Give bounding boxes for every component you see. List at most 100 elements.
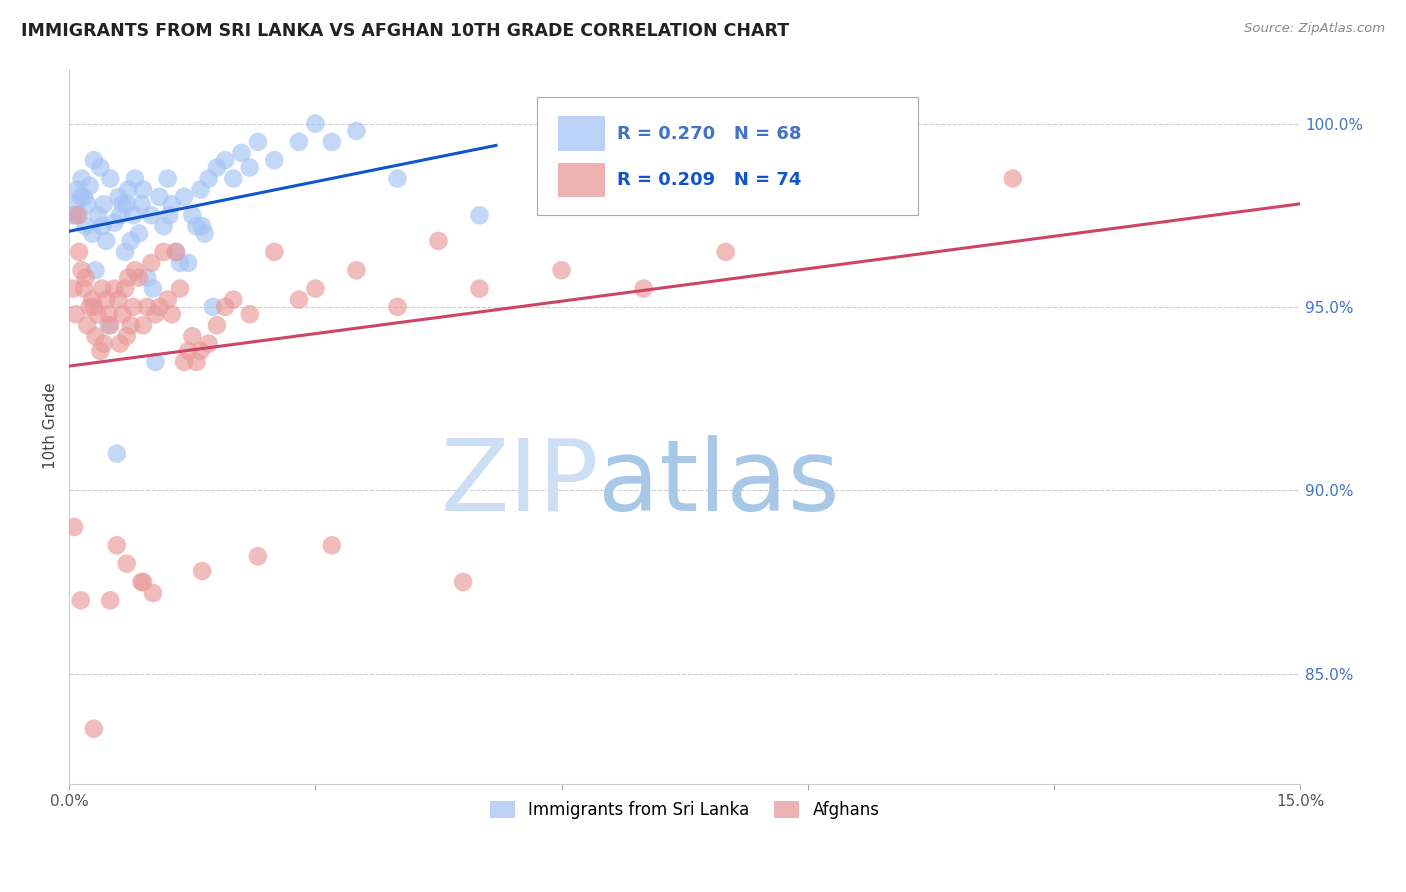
- Point: [103, 216, 125, 230]
- Point: [186, 355, 208, 369]
- Point: [96, 293, 118, 307]
- Point: [108, 336, 131, 351]
- Point: [156, 293, 179, 307]
- Point: [84, 263, 107, 277]
- Point: [191, 219, 214, 234]
- Point: [165, 244, 187, 259]
- Point: [152, 244, 174, 259]
- Text: atlas: atlas: [599, 434, 841, 532]
- Point: [67, 244, 90, 259]
- Point: [87, 307, 110, 321]
- Point: [344, 263, 367, 277]
- Point: [141, 256, 163, 270]
- Point: [136, 270, 159, 285]
- Point: [114, 282, 136, 296]
- Point: [190, 343, 212, 358]
- Point: [205, 318, 228, 333]
- Point: [160, 197, 183, 211]
- Point: [63, 208, 86, 222]
- FancyBboxPatch shape: [537, 97, 918, 215]
- Text: R = 0.209   N = 74: R = 0.209 N = 74: [617, 171, 801, 189]
- Point: [115, 197, 138, 211]
- Point: [98, 593, 121, 607]
- FancyBboxPatch shape: [558, 163, 605, 197]
- Point: [186, 219, 208, 234]
- Point: [181, 329, 204, 343]
- Point: [190, 183, 212, 197]
- Point: [194, 227, 217, 241]
- Point: [62, 208, 84, 222]
- Point: [231, 145, 253, 160]
- Point: [89, 161, 111, 175]
- Point: [132, 318, 155, 333]
- Point: [222, 171, 245, 186]
- Point: [105, 447, 128, 461]
- Point: [132, 183, 155, 197]
- Point: [468, 282, 491, 296]
- Point: [103, 282, 125, 296]
- Point: [107, 190, 129, 204]
- Point: [89, 343, 111, 358]
- Point: [93, 336, 115, 351]
- Point: [69, 190, 91, 204]
- Point: [114, 244, 136, 259]
- Point: [145, 307, 167, 321]
- Point: [122, 208, 145, 222]
- Point: [173, 355, 195, 369]
- Point: [84, 329, 107, 343]
- Point: [451, 574, 474, 589]
- Point: [141, 208, 163, 222]
- Point: [79, 178, 101, 193]
- Point: [321, 135, 343, 149]
- Point: [73, 282, 96, 296]
- Legend: Immigrants from Sri Lanka, Afghans: Immigrants from Sri Lanka, Afghans: [484, 794, 886, 825]
- Point: [344, 124, 367, 138]
- Point: [117, 183, 139, 197]
- Point: [201, 300, 224, 314]
- Point: [387, 300, 409, 314]
- Point: [288, 135, 311, 149]
- Point: [62, 282, 84, 296]
- Point: [550, 263, 572, 277]
- Point: [128, 270, 150, 285]
- Point: [73, 190, 96, 204]
- Point: [128, 227, 150, 241]
- Point: [321, 538, 343, 552]
- Point: [91, 282, 114, 296]
- Point: [69, 593, 91, 607]
- Point: [124, 263, 146, 277]
- Point: [70, 171, 93, 186]
- Point: [173, 190, 195, 204]
- Point: [76, 197, 98, 211]
- Point: [160, 307, 183, 321]
- Point: [205, 161, 228, 175]
- Point: [67, 208, 90, 222]
- Point: [115, 329, 138, 343]
- Point: [387, 171, 409, 186]
- Point: [142, 586, 165, 600]
- Point: [70, 263, 93, 277]
- Point: [98, 318, 121, 333]
- Point: [197, 171, 219, 186]
- Point: [105, 538, 128, 552]
- Point: [63, 520, 86, 534]
- Point: [239, 307, 262, 321]
- Point: [83, 722, 105, 736]
- Point: [427, 234, 450, 248]
- Point: [263, 153, 285, 168]
- Point: [91, 219, 114, 234]
- Point: [66, 208, 89, 222]
- Point: [120, 234, 142, 248]
- Point: [177, 256, 200, 270]
- Point: [156, 171, 179, 186]
- Point: [177, 343, 200, 358]
- Point: [117, 270, 139, 285]
- Point: [96, 234, 118, 248]
- Point: [132, 574, 155, 589]
- Point: [131, 574, 153, 589]
- Point: [142, 282, 165, 296]
- Point: [633, 282, 655, 296]
- Point: [82, 227, 104, 241]
- Point: [124, 171, 146, 186]
- Point: [169, 282, 191, 296]
